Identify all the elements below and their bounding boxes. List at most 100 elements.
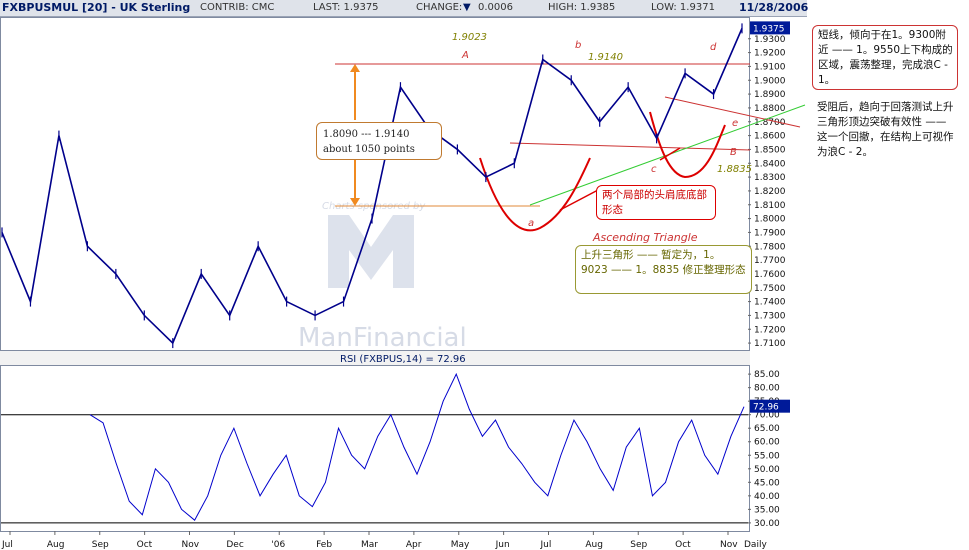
price-tick-label: 1.8200 [754,187,786,197]
pointer-line-2 [659,147,681,161]
label-b: b [575,40,581,51]
label-c: c [651,164,657,175]
price-tick-label: 1.8900 [754,90,786,100]
label-a: a [528,218,534,229]
price-tick-label: 1.8000 [754,215,786,225]
price-tick-label: 1.7200 [754,325,786,335]
rsi-tick-label: 60.00 [754,438,780,448]
range-arrowhead-up [350,64,360,72]
x-tick-label: Apr [406,540,422,550]
price-tick-label: 1.7600 [754,270,786,280]
price-tick-label: 1.8100 [754,201,786,211]
price-tick-label: 1.7800 [754,242,786,252]
x-tick-label: Oct [675,540,691,550]
triangle-note: 上升三角形 —— 暂定为，1。9023 —— 1。8835 修正整理形态 [581,249,746,276]
label-19023: 1.9023 [452,32,487,43]
rsi-tick-label: 30.00 [754,519,780,529]
x-tick-label: Jul [1,540,13,550]
x-tick-label: Nov [720,540,738,550]
rsi-tick-label: 45.00 [754,478,780,488]
rsi-tick-label: 80.00 [754,384,780,394]
triangle-note-box: 上升三角形 —— 暂定为，1。9023 —— 1。8835 修正整理形态 [575,245,752,294]
label-A: A [461,50,469,61]
rsi-title-bar [0,351,750,365]
x-tick-label: '06 [271,540,285,550]
x-tick-label: Daily [744,540,767,550]
quote-date: 11/28/2006 [739,1,809,14]
price-tick-label: 1.7400 [754,298,786,308]
price-tick-label: 1.9200 [754,49,786,59]
label-18835: 1.8835 [717,164,752,175]
price-tick-label: 1.9300 [754,35,786,45]
note-1: 短线，倾向于在1。9300附近 —— 1。9550上下构成的区域，震荡整理，完成… [818,29,953,86]
x-tick-label: Jun [495,540,510,550]
price-tick-label: 1.7100 [754,339,786,349]
rsi-series-line [89,372,745,521]
neckline-1 [509,142,751,151]
x-tick-label: Oct [137,540,153,550]
symbol-title: FXBPUSMUL [20] - UK Sterling [2,1,191,14]
rsi-tick-label: 70.00 [754,411,780,421]
x-tick-label: May [451,540,470,550]
rsi-tick-label: 65.00 [754,424,780,434]
head-shoulders-box: 两个局部的头肩底底部形态 [596,185,716,220]
rsi-panel-frame [0,365,750,532]
x-tick-label: Feb [316,540,332,550]
x-tick-label: Dec [226,540,243,550]
price-tick-label: 1.7900 [754,228,786,238]
rsi-last-label: 72.96 [753,403,779,413]
x-tick-label: Jul [540,540,552,550]
triangle-title: Ascending Triangle [592,231,698,244]
note-2: 受阻后，趋向于回落测试上升三角形顶边突破有效性 —— 这一个回撤，在结构上可视作… [817,101,954,158]
note-box-1: 短线，倾向于在1。9300附近 —— 1。9550上下构成的区域，震荡整理，完成… [812,25,958,90]
rsi-tick-label: 85.00 [754,370,780,380]
range-line-2: about 1050 points [323,144,415,155]
x-tick-label: Sep [92,540,109,550]
rsi-tick-label: 35.00 [754,505,780,515]
annotation-layer: 1.9023 A b 1.9140 d a c e B 1.8835 Ascen… [335,32,806,244]
change-down-icon: ▼ [463,2,471,13]
price-tick-label: 1.8800 [754,104,786,114]
rsi-title: RSI (FXBPUS,14) = 72.96 [340,354,466,365]
range-box: 1.8090 --- 1.9140 about 1050 points [316,122,442,160]
price-tick-label: 1.8400 [754,159,786,169]
label-e: e [732,118,738,129]
watermark-brand: ManFinancial [298,323,467,353]
x-tick-label: Aug [47,540,65,550]
price-tick-label: 1.7500 [754,284,786,294]
triangle-top-line [664,96,801,128]
range-arrowhead-down [350,198,360,206]
price-tick-label: 1.8500 [754,145,786,155]
quote-header: FXBPUSMUL [20] - UK Sterling CONTRIB: CM… [0,0,809,17]
watermark-logo [328,215,414,288]
price-tick-label: 1.9000 [754,76,786,86]
head-shoulders-curve-2 [649,111,726,179]
price-tick-label: 1.9100 [754,62,786,72]
rsi-tick-label: 55.00 [754,451,780,461]
range-line-1: 1.8090 --- 1.9140 [323,129,410,140]
x-tick-label: Aug [585,540,603,550]
price-tick-label: 1.7700 [754,256,786,266]
x-tick-label: Sep [630,540,647,550]
label-d: d [710,42,717,53]
price-panel-frame [0,17,750,351]
label-B: B [730,147,737,158]
rsi-last-tag [750,399,790,413]
change-label: CHANGE: [416,2,463,13]
pointer-line-1 [559,189,599,211]
x-tick-label: Mar [361,540,378,550]
last-label: LAST: 1.9375 [313,2,379,13]
rsi-tick-label: 40.00 [754,492,780,502]
change-value: 0.0006 [478,2,513,13]
high-label: HIGH: 1.9385 [548,2,616,13]
rsi-tick-label: 50.00 [754,465,780,475]
price-tick-label: 1.8600 [754,132,786,142]
last-price-tag [750,21,790,35]
price-tick-label: 1.8300 [754,173,786,183]
head-shoulders-label: 两个局部的头肩底底部形态 [602,189,707,216]
label-19140: 1.9140 [588,52,623,63]
price-tick-label: 1.7300 [754,311,786,321]
low-label: LOW: 1.9371 [651,2,715,13]
x-tick-label: Nov [182,540,200,550]
